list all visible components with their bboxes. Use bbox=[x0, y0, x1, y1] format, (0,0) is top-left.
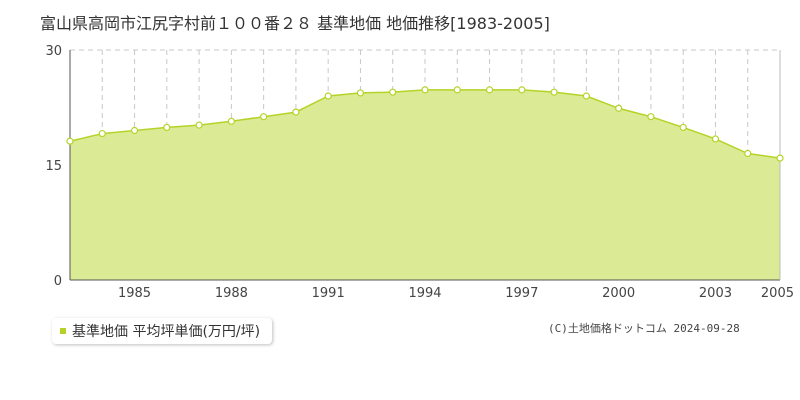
data-point bbox=[518, 86, 526, 94]
x-tick-label: 1991 bbox=[312, 286, 345, 301]
data-point bbox=[421, 86, 429, 94]
x-tick-label: 1985 bbox=[118, 286, 151, 301]
legend-label: 基準地価 平均坪単価(万円/坪) bbox=[72, 324, 261, 340]
data-point bbox=[66, 137, 74, 145]
y-tick-label: 0 bbox=[54, 274, 62, 289]
data-point bbox=[776, 154, 784, 162]
series-markers bbox=[66, 86, 784, 162]
legend: 基準地価 平均坪単価(万円/坪) bbox=[52, 318, 273, 344]
x-tick-label: 1994 bbox=[408, 286, 441, 301]
y-tick-label: 30 bbox=[45, 44, 62, 59]
data-point bbox=[324, 92, 332, 100]
legend-swatch bbox=[60, 328, 66, 334]
chart-title: 富山県高岡市江尻字村前１００番２８ 基準地価 地価推移[1983-2005] bbox=[40, 14, 550, 33]
x-tick-label: 1988 bbox=[215, 286, 248, 301]
data-point bbox=[582, 92, 590, 100]
credit-text: (C)土地価格ドットコム 2024-09-28 bbox=[548, 322, 740, 335]
data-point bbox=[550, 88, 558, 96]
data-point bbox=[292, 108, 300, 116]
axes bbox=[69, 50, 781, 281]
data-point bbox=[615, 104, 623, 112]
y-tick-label: 15 bbox=[45, 159, 62, 174]
data-point bbox=[389, 88, 397, 96]
x-tick-label: 2005 bbox=[761, 286, 794, 301]
data-point bbox=[98, 129, 106, 138]
x-tick-label: 1997 bbox=[505, 286, 538, 301]
data-point bbox=[453, 86, 461, 94]
data-point bbox=[744, 149, 752, 158]
data-point bbox=[679, 123, 687, 132]
x-tick-labels: 1985 1988 1991 1994 1997 2000 2003 2005 bbox=[118, 286, 794, 301]
data-point bbox=[711, 135, 720, 143]
data-point bbox=[130, 126, 139, 135]
series-area-fill bbox=[70, 89, 780, 280]
data-point bbox=[356, 89, 365, 97]
data-point bbox=[260, 113, 268, 121]
data-point bbox=[163, 123, 171, 132]
y-tick-labels: 0 15 30 bbox=[45, 44, 62, 289]
data-point bbox=[485, 86, 494, 94]
data-point bbox=[227, 117, 235, 125]
data-point bbox=[195, 121, 203, 129]
x-tick-label: 2003 bbox=[699, 286, 732, 301]
x-tick-label: 2000 bbox=[602, 286, 635, 301]
data-point bbox=[647, 113, 655, 121]
